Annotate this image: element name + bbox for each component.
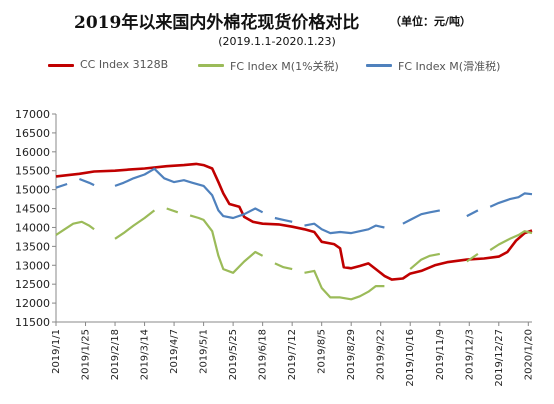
y-tick-label: 12500: [15, 278, 50, 291]
series-line-fc1: [166, 207, 179, 214]
x-tick-label: 2019/8/5: [317, 329, 328, 374]
series-line-fc1: [409, 252, 441, 270]
y-tick-label: 15500: [15, 165, 50, 178]
x-tick-label: 2019/4/7: [169, 329, 180, 374]
header: 2019年以来国内外棉花现货价格对比 （单位：元/吨）: [0, 8, 554, 33]
series-line-fcs: [114, 167, 264, 220]
series-line-fc1: [466, 252, 479, 263]
x-tick-label: 2019/5/25: [228, 329, 239, 380]
y-tick-label: 13000: [15, 259, 50, 272]
y-tick-label: 15000: [15, 184, 50, 197]
x-tick-label: 2019/5/1: [199, 329, 210, 374]
x-tick-label: 2020/1/20: [523, 329, 534, 380]
y-tick-label: 14500: [15, 203, 50, 216]
series-line-fcs: [489, 192, 533, 208]
y-tick-label: 14000: [15, 221, 50, 234]
unit-label: （单位：元/吨）: [390, 15, 472, 28]
series-line-fcs: [304, 222, 385, 235]
series-line-fcs: [79, 177, 95, 187]
x-tick-label: 2019/12/27: [494, 329, 505, 387]
series-line-fcs: [466, 209, 479, 218]
series-line-fcs: [402, 209, 441, 225]
series-line-fc1: [55, 220, 95, 236]
series-line-cc: [55, 162, 533, 281]
y-tick-label: 12000: [15, 297, 50, 310]
chart-title: 2019年以来国内外棉花现货价格对比: [74, 13, 360, 33]
x-tick-label: 2019/8/29: [346, 329, 357, 380]
x-tick-label: 2019/2/18: [110, 329, 121, 380]
x-tick-label: 2019/1/25: [81, 329, 92, 380]
date-range-subtitle: (2019.1.1-2020.1.23): [218, 35, 336, 48]
y-tick-label: 13500: [15, 240, 50, 253]
x-tick-label: 2019/7/12: [287, 329, 298, 380]
y-tick-label: 16000: [15, 146, 50, 159]
series-line-fc1: [304, 269, 385, 301]
y-tick-label: 17000: [15, 108, 50, 121]
legend-swatch-fcs: [366, 64, 392, 67]
legend-swatch-fc1: [198, 64, 224, 67]
x-tick-label: 2019/12/3: [464, 329, 475, 380]
x-tick-label: 2019/3/14: [140, 329, 151, 380]
x-tick-label: 2019/9/22: [376, 329, 387, 380]
x-tick-label: 2019/6/18: [258, 329, 269, 380]
y-tick-label: 11500: [15, 316, 50, 329]
x-tick-label: 2019/11/9: [435, 329, 446, 380]
series-line-fc1: [274, 262, 293, 271]
legend-label-cc: CC Index 3128B: [80, 58, 169, 71]
legend-label-fcs: FC Index M(滑准税): [398, 60, 501, 73]
series-line-fc1: [114, 209, 156, 240]
x-tick-label: 2019/1/1: [51, 329, 62, 374]
series-line-fcs: [55, 182, 68, 189]
legend-swatch-cc: [48, 64, 74, 67]
series-line-fcs: [274, 216, 293, 223]
x-tick-label: 2019/10/16: [405, 329, 416, 387]
series-line-fc1: [489, 230, 533, 252]
series-line-fc1: [189, 214, 264, 274]
legend-label-fc1: FC Index M(1%关税): [230, 60, 339, 73]
y-tick-label: 16500: [15, 127, 50, 140]
